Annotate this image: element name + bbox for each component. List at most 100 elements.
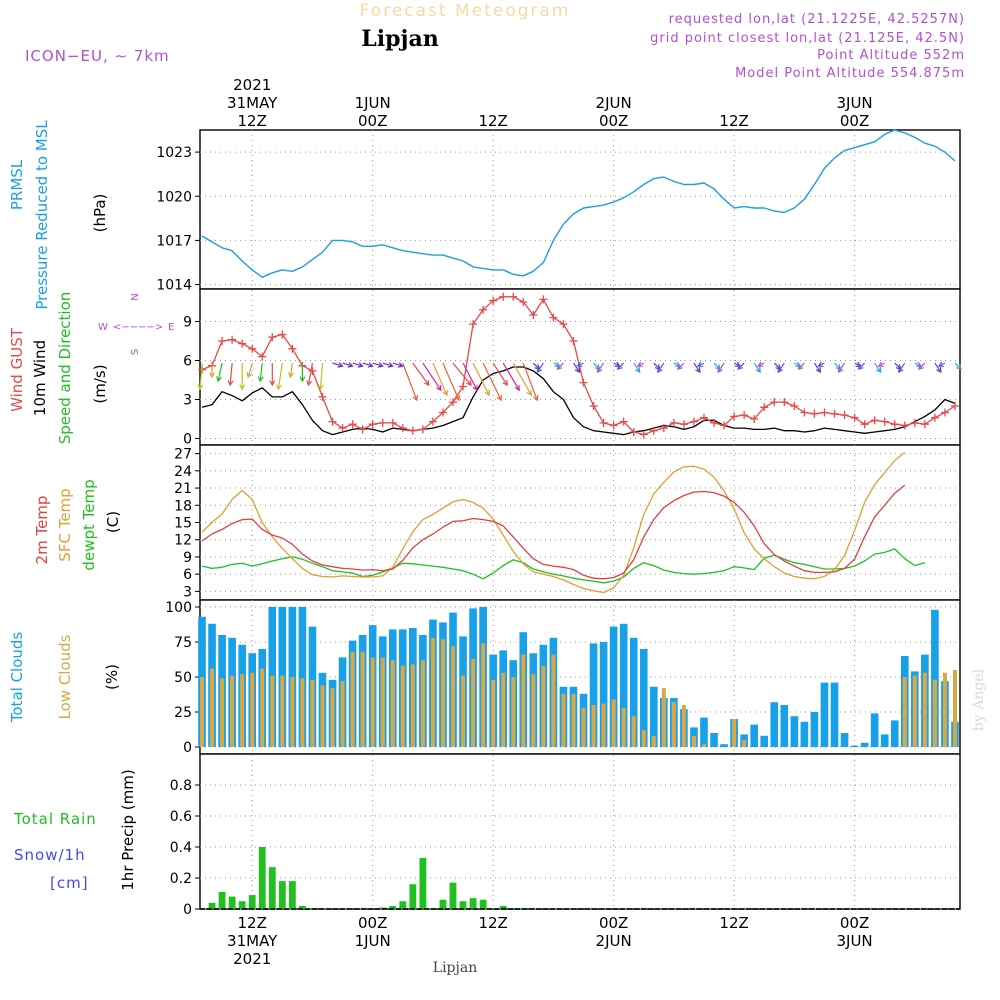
wind-direction-arrowhead [795,361,802,367]
total-cloud-bar [649,686,658,747]
wind-speed-line [201,366,956,436]
gust-point [880,417,889,426]
total-cloud-bar [820,682,829,747]
compass-north: N [130,293,141,300]
low-cloud-bar [210,668,215,747]
total-cloud-bar [931,609,939,747]
time-label-bottom: 3JUN [836,932,872,950]
gust-point [278,330,287,339]
grid-point-lonlat: grid point closest lon,lat (21.125E, 42.… [650,31,965,46]
low-cloud-bar [450,646,456,747]
compass-west: W [98,322,108,333]
total-cloud-bar [890,720,899,747]
temp2m-line [201,484,906,580]
wind-direction-arrowhead [514,385,520,392]
wind-direction-arrowhead [387,362,394,368]
pressure-label-1: PRMSL [8,159,26,210]
compass-south: S [130,349,141,355]
low-cloud-bar [390,660,395,747]
total-rain-label: Total Rain [13,810,97,828]
wind-direction-arrowhead [442,390,448,397]
low-clouds-label: Low Clouds [56,634,74,719]
wind-direction-arrow [319,363,324,390]
wind-direction-arrow [597,362,605,373]
total-cloud-bar [860,742,869,747]
compass-left-arrow: <−− [113,322,138,333]
gust-point [489,296,498,305]
low-cloud-bar [471,658,476,747]
wind-direction-arrowhead [956,364,962,370]
total-cloud-bar [840,733,849,747]
wind-direction-arrow [874,362,882,373]
wind-direction-arrowhead [855,361,862,367]
y-tick-label: 15 [174,516,192,532]
temp-unit: (C) [104,511,122,533]
low-cloud-bar [230,675,235,747]
pressure-unit: (hPa) [91,194,109,233]
wind-direction-arrowhead [857,364,864,370]
low-cloud-bar [541,665,546,747]
wind-direction-arrowhead [757,361,764,367]
wind-direction-arrowhead [797,364,804,370]
y-tick-label: 21 [174,481,192,497]
wind-direction-arrowhead [735,361,742,367]
wind-direction-arrow [229,363,233,386]
gust-point [579,378,588,387]
time-label-top: 3JUN [836,94,872,112]
temp2m-label: 2m Temp [33,496,51,565]
total-cloud-bar [609,626,618,747]
rain-bar [419,857,427,909]
wind-direction-arrow [502,362,520,391]
total-cloud-bar [750,724,759,747]
low-cloud-bar [290,677,295,747]
wind-direction-arrow [352,362,363,367]
wind-direction-arrowhead [357,362,364,368]
gust-point [619,417,628,426]
wind-direction-arrow [199,363,203,390]
low-cloud-bar [461,675,466,747]
gust-point [750,415,759,423]
wind-direction-arrowhead [616,364,623,370]
wind-direction-arrow [934,362,942,373]
wind-direction-arrowhead [246,372,253,379]
total-cloud-bar [790,716,799,747]
wind-direction-arrowhead [227,380,234,387]
y-tick-label: 75 [174,635,192,651]
total-cloud-bar [760,735,769,747]
low-cloud-bar [400,665,405,747]
gust-point [569,337,578,345]
wind-direction-arrow [512,362,532,396]
gust-point [599,418,608,427]
low-cloud-bar [691,735,696,747]
location-title: Lipjan [361,26,438,52]
rain-bar [298,905,306,909]
y-tick-label: 0.4 [170,840,192,856]
rain-bar [399,901,407,909]
gust-point [398,424,407,433]
time-label-top: 2JUN [596,94,632,112]
gust-point [368,420,377,429]
y-tick-label: 3 [183,584,192,600]
wind-direction-arrowhead [596,367,603,374]
credit-watermark: by Angel [971,668,987,731]
wind-direction-arrowhead [397,362,405,368]
gust-point [428,417,437,426]
wind-direction-arrow [402,362,418,401]
wind-direction-arrow [954,362,962,370]
gust-point [689,417,698,426]
rain-bar [228,896,236,909]
gust-label: Wind GUST [8,327,26,412]
low-cloud-bar [932,679,937,747]
wind-direction-arrow [693,362,701,373]
low-cloud-bar [410,664,415,747]
low-cloud-bar [732,719,737,747]
gust-point [930,413,939,422]
wind-direction-arrowhead [777,367,783,374]
low-cloud-bar [561,693,566,747]
wind-direction-arrow [717,362,725,373]
wind-direction-arrowhead [815,367,822,374]
dewpt-label: dewpt Temp [80,479,98,570]
wind-direction-arrowhead [696,361,704,367]
wind-direction-arrow [342,362,353,367]
gust-point [810,409,819,418]
